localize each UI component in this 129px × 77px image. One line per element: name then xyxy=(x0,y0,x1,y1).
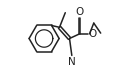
Text: O: O xyxy=(88,29,97,39)
Text: O: O xyxy=(75,7,84,17)
Text: N: N xyxy=(68,57,76,67)
